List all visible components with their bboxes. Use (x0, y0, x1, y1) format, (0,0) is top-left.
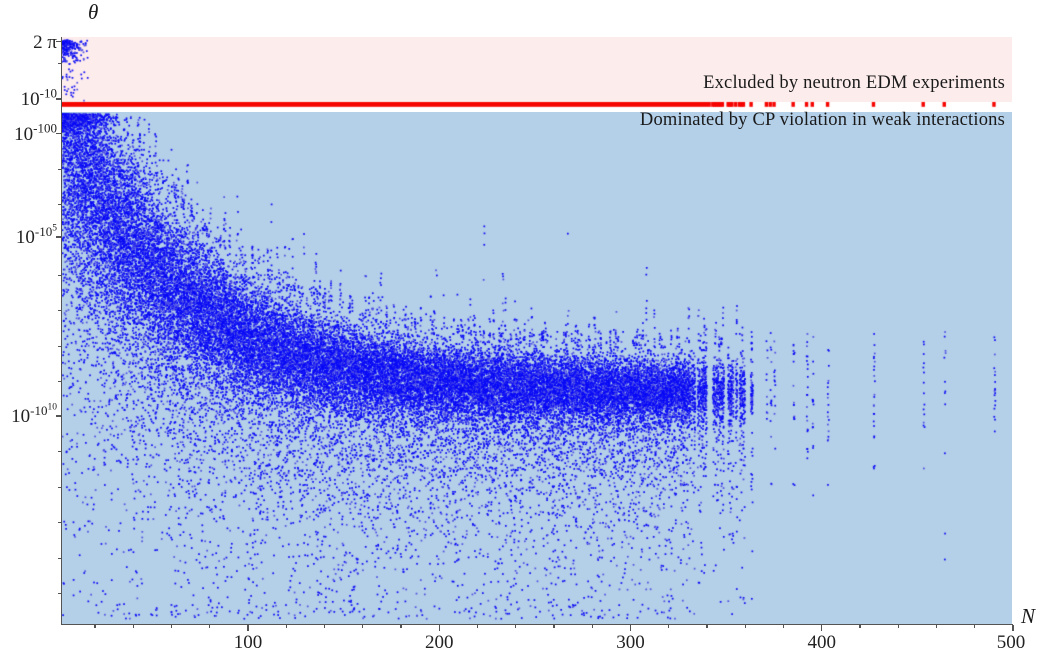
y-minor-tick (58, 62, 61, 64)
y-major-tick (55, 236, 61, 238)
y-major-tick (55, 98, 61, 100)
x-minor-tick (744, 625, 746, 628)
x-minor-tick (668, 625, 670, 628)
x-minor-tick (209, 625, 211, 628)
allowed-region-label: Dominated by CP violation in weak intera… (639, 110, 1005, 130)
x-minor-tick (591, 625, 593, 628)
y-tick-label: 10-100 (14, 120, 57, 145)
x-minor-tick (935, 625, 938, 628)
x-minor-tick (782, 625, 785, 628)
y-major-tick (55, 415, 61, 417)
x-minor-tick (170, 625, 173, 628)
y-tick-label: 10-10 (20, 85, 57, 110)
y-minor-tick (58, 345, 61, 347)
y-minor-tick (58, 168, 61, 170)
y-minor-tick (58, 557, 61, 559)
y-minor-tick (58, 380, 61, 382)
y-axis-line (61, 37, 63, 625)
y-minor-tick (58, 486, 61, 488)
x-minor-tick (706, 625, 708, 628)
y-tick-label: 2 π (33, 31, 57, 53)
x-minor-tick (553, 625, 555, 628)
x-minor-tick (285, 625, 287, 628)
y-tick-label: 10-105 (15, 223, 57, 248)
x-minor-tick (94, 625, 96, 628)
x-axis-line (61, 624, 1013, 626)
y-axis-title: θ (88, 0, 99, 24)
y-minor-tick (58, 450, 61, 452)
x-minor-tick (515, 625, 517, 628)
y-minor-tick (58, 521, 61, 523)
x-tick-label: 400 (807, 632, 837, 653)
x-tick-label: 200 (425, 632, 454, 653)
scatter-canvas (62, 37, 1012, 624)
x-minor-tick (897, 625, 899, 628)
x-major-tick (247, 625, 249, 631)
x-major-tick (438, 625, 440, 631)
y-minor-tick (58, 592, 61, 594)
plot-area: Excluded by neutron EDM experiments Domi… (62, 37, 1012, 624)
x-tick-label: 100 (233, 632, 263, 653)
x-tick-label: 300 (616, 632, 645, 653)
x-minor-tick (362, 625, 364, 628)
x-minor-tick (476, 625, 479, 628)
y-tick-label: 10-1010 (11, 402, 57, 427)
y-major-tick (55, 132, 61, 135)
y-minor-tick (58, 203, 61, 205)
x-minor-tick (323, 625, 326, 628)
x-minor-tick (974, 625, 976, 628)
x-major-tick (1012, 625, 1014, 631)
x-minor-tick (859, 625, 861, 628)
y-minor-tick (58, 274, 61, 276)
excluded-region-label: Excluded by neutron EDM experiments (703, 73, 1005, 93)
y-major-tick (55, 40, 61, 43)
x-minor-tick (400, 625, 402, 628)
y-minor-tick (58, 309, 61, 311)
x-major-tick (629, 625, 632, 631)
x-major-tick (821, 625, 823, 631)
x-tick-label: 500 (996, 632, 1026, 653)
x-minor-tick (132, 625, 134, 628)
x-axis-title: N (1021, 604, 1036, 628)
